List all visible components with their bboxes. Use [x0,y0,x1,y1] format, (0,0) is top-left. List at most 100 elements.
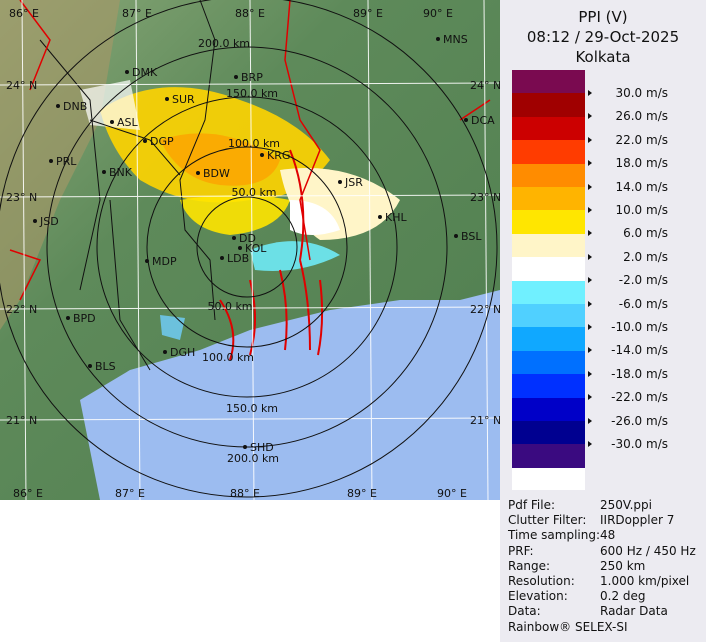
legend-tick-label: -18.0 m/s [588,367,668,381]
info-row: Data: Radar Data [508,604,668,618]
range-ring [196,196,298,298]
station-label: BNK [109,166,133,179]
info-value: 0.2 deg [600,589,646,604]
legend-panel: PPI (V) 08:12 / 29-Oct-2025 Kolkata 30.0… [500,0,706,642]
legend-color-band [512,163,585,187]
station-label: ASL [117,116,139,129]
longitude-label-bottom: 90° E [437,487,467,500]
station-label: BDW [203,167,230,180]
station-dot [56,104,60,108]
station-label: BLS [95,360,116,373]
longitude-label-top: 89° E [353,7,383,20]
station-dot [163,350,167,354]
station-label: DMK [132,66,158,79]
legend-tick-label: -30.0 m/s [588,437,668,451]
latitude-label-right: 24° N [470,79,500,92]
nodata-swatch [512,468,585,490]
info-row: PRF: 600 Hz / 450 Hz [508,544,696,558]
station-label: BRP [241,71,263,84]
info-row: Elevation: 0.2 deg [508,589,646,603]
info-key: Clutter Filter: [508,513,587,528]
station-label: KHL [385,211,407,224]
station-dot [102,170,106,174]
legend-color-band [512,140,585,164]
info-value: 250 km [600,558,646,573]
station-dot [338,180,342,184]
info-value: IIRDoppler 7 [600,513,675,528]
legend-tick-label: -22.0 m/s [588,390,668,404]
station-label: DD [239,232,256,245]
station-dot [110,120,114,124]
longitude-label-bottom: 86° E [13,487,43,500]
station-label: MDP [152,255,177,268]
longitude-label-top: 87° E [122,7,152,20]
station-dot [143,139,147,143]
station-label: LDB [227,252,249,265]
legend-tick-label: -14.0 m/s [588,343,668,357]
legend-color-band [512,210,585,234]
station-dot [454,234,458,238]
station-dot [165,97,169,101]
station-dot [436,37,440,41]
legend-color-band [512,304,585,328]
legend-tick-label: 18.0 m/s [588,156,668,170]
river-delta [219,149,324,361]
legend-color-band [512,257,585,281]
parallel-line [0,194,500,198]
legend-tick-label: 10.0 m/s [588,203,668,217]
station-label: DCA [471,114,495,127]
station-dot [378,215,382,219]
info-row: Time sampling:48 [508,528,615,542]
station-label: PRL [56,155,77,168]
station-label: JSD [39,215,59,228]
range-label: 150.0 km [226,402,278,415]
range-ring [0,0,498,498]
site-name: Kolkata [575,48,631,66]
range-label: 100.0 km [202,351,254,364]
station-dot [464,118,468,122]
legend-tick-label: 14.0 m/s [588,180,668,194]
station-dot [125,70,129,74]
legend-color-band [512,350,585,375]
product-title: PPI (V) [578,8,628,26]
station-dot [238,246,242,250]
lat-lon-graticule [0,0,500,500]
meridian-line [135,0,141,500]
station-label: DNB [63,100,87,113]
range-ring [96,96,398,398]
info-value: 1.000 km/pixel [600,574,690,588]
legend-color-band [512,374,585,398]
state-borders [39,0,216,371]
station-dot [88,364,92,368]
range-label: 200.0 km [198,37,250,50]
latitude-label-right: 23° N [470,191,500,204]
longitude-label-top: 90° E [423,7,453,20]
legend-tick-label: -6.0 m/s [588,297,668,311]
latitude-label-left: 22° N [6,303,37,316]
legend-tick-label: 2.0 m/s [588,250,668,264]
info-value: 48 [600,528,616,543]
latitude-label-left: 21° N [6,414,37,427]
station-dot [33,219,37,223]
legend-color-band [512,233,585,258]
range-label: 200.0 km [227,452,279,465]
scan-datetime: 08:12 / 29-Oct-2025 [526,28,680,46]
legend-color-band [512,397,585,421]
info-key: Elevation: [508,589,568,604]
legend-tick-label: 22.0 m/s [588,133,668,147]
station-label: BPD [73,312,96,325]
station-dot [243,445,247,449]
station-label: SHD [250,441,274,454]
longitude-label-top: 88° E [235,7,265,20]
station-dot [145,259,149,263]
legend-color-band [512,421,585,445]
longitude-label-bottom: 89° E [347,487,377,500]
legend-tick-label: 6.0 m/s [588,226,668,240]
info-value: 250V.ppi [600,498,652,512]
info-value: 600 Hz / 450 Hz [600,543,696,558]
meridian-line [21,0,27,500]
legend-tick-label: 30.0 m/s [588,86,668,100]
plateau [0,0,120,330]
legend-color-band [512,116,585,141]
range-label: 100.0 km [228,137,280,150]
